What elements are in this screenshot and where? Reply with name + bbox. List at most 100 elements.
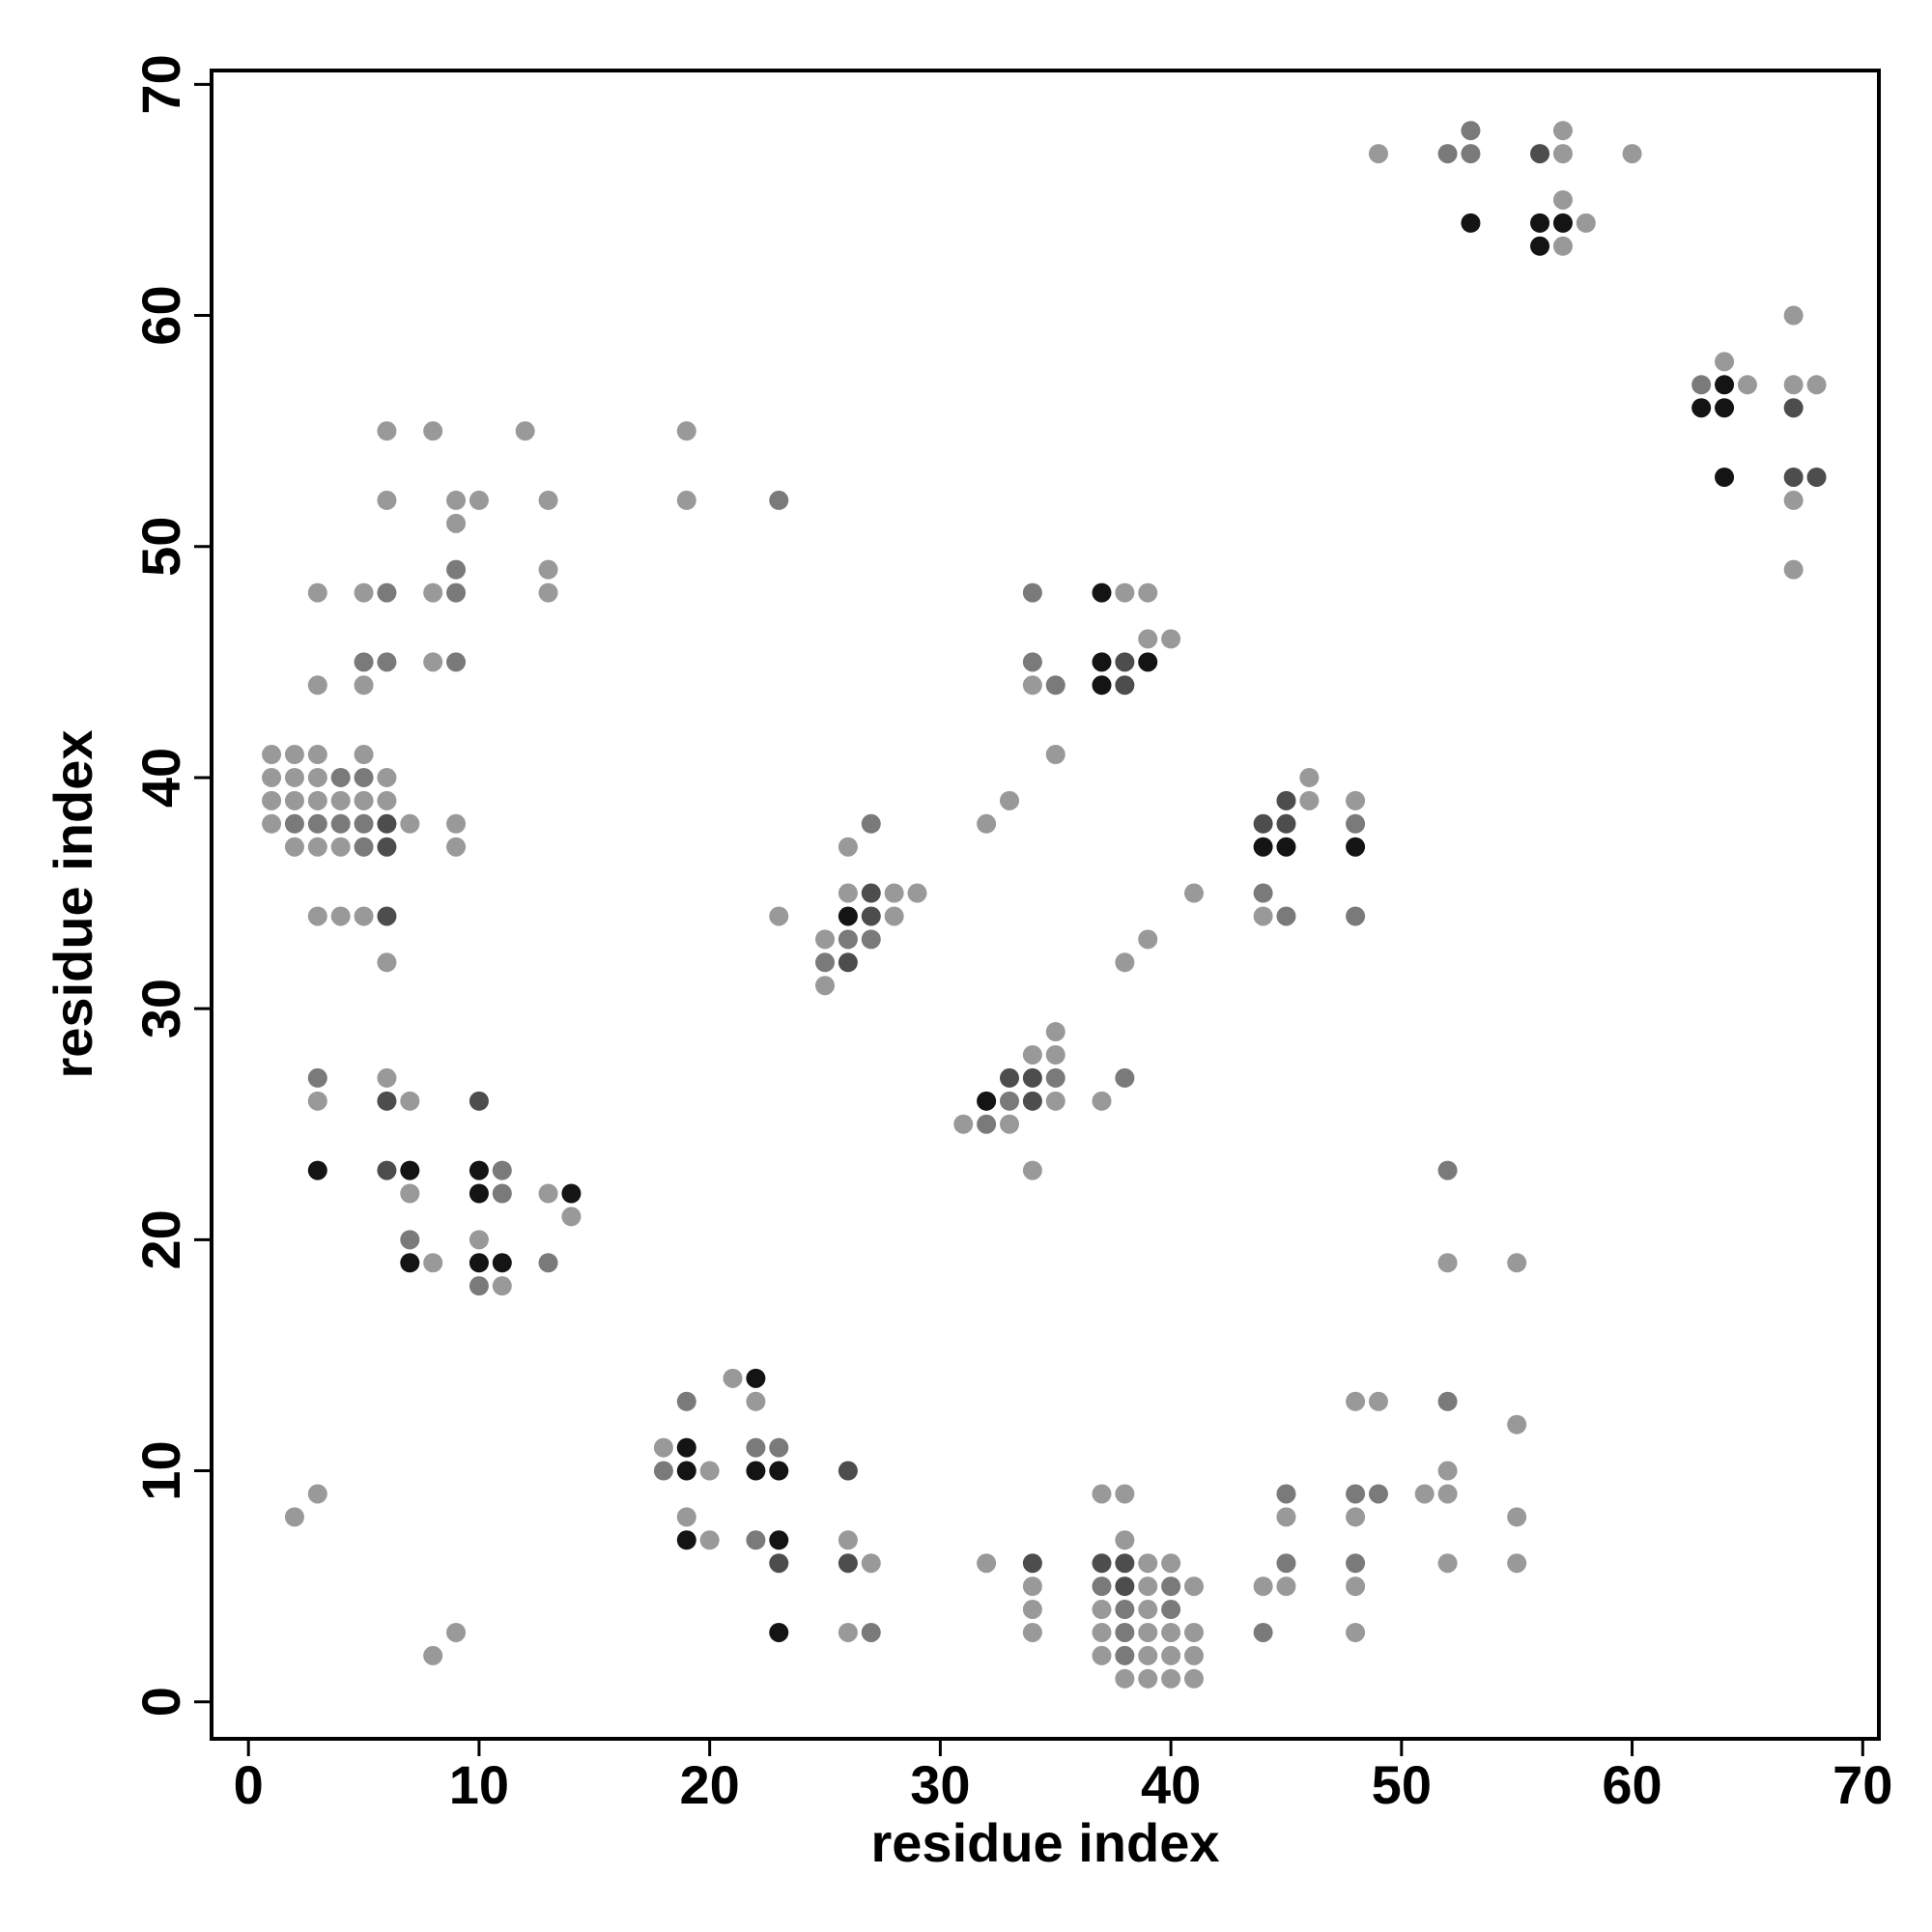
point bbox=[1530, 144, 1550, 164]
x-tick-label: 50 bbox=[1372, 1754, 1432, 1815]
point bbox=[446, 652, 467, 672]
point bbox=[423, 582, 443, 603]
point bbox=[446, 513, 467, 533]
point bbox=[953, 1114, 974, 1134]
point bbox=[1806, 375, 1827, 395]
point bbox=[354, 790, 374, 810]
point bbox=[1715, 398, 1735, 418]
point bbox=[1161, 1600, 1181, 1620]
x-tick-label: 70 bbox=[1833, 1754, 1892, 1815]
point bbox=[1783, 559, 1804, 580]
point bbox=[1507, 1553, 1527, 1574]
point bbox=[284, 837, 304, 857]
point bbox=[1346, 813, 1366, 834]
point bbox=[1183, 883, 1204, 903]
point bbox=[838, 883, 858, 903]
point bbox=[1576, 213, 1596, 233]
point bbox=[1715, 375, 1735, 395]
point bbox=[1022, 652, 1042, 672]
y-tick-label: 50 bbox=[130, 517, 191, 577]
point bbox=[977, 1553, 997, 1574]
point bbox=[1253, 883, 1273, 903]
point bbox=[676, 490, 696, 510]
point bbox=[1368, 1391, 1388, 1411]
point bbox=[1622, 144, 1642, 164]
point bbox=[1115, 1577, 1135, 1597]
point bbox=[307, 745, 327, 765]
point bbox=[377, 906, 397, 926]
point bbox=[769, 906, 789, 926]
point bbox=[1092, 1553, 1112, 1574]
y-tick-label: 40 bbox=[130, 748, 191, 808]
point bbox=[1183, 1622, 1204, 1642]
point bbox=[1737, 375, 1757, 395]
point bbox=[1138, 1600, 1158, 1620]
point bbox=[307, 906, 327, 926]
point bbox=[1138, 1622, 1158, 1642]
point bbox=[1092, 1622, 1112, 1642]
point bbox=[838, 1530, 858, 1550]
point bbox=[838, 952, 858, 973]
point bbox=[1346, 1391, 1366, 1411]
point bbox=[746, 1368, 766, 1388]
point bbox=[262, 745, 282, 765]
point bbox=[330, 790, 351, 810]
point bbox=[1092, 652, 1112, 672]
point bbox=[815, 976, 836, 996]
point bbox=[354, 813, 374, 834]
point bbox=[1552, 189, 1573, 210]
point bbox=[999, 790, 1019, 810]
point bbox=[446, 582, 467, 603]
point bbox=[815, 929, 836, 950]
point bbox=[1183, 1645, 1204, 1665]
y-tick-label: 30 bbox=[130, 979, 191, 1038]
point bbox=[284, 813, 304, 834]
point bbox=[354, 582, 374, 603]
point bbox=[561, 1183, 582, 1204]
point bbox=[446, 1622, 467, 1642]
point bbox=[446, 813, 467, 834]
point bbox=[400, 1253, 420, 1273]
point bbox=[423, 1253, 443, 1273]
point bbox=[1461, 144, 1481, 164]
point bbox=[1022, 1553, 1042, 1574]
point bbox=[1092, 1577, 1112, 1597]
point bbox=[538, 582, 558, 603]
point bbox=[1276, 790, 1296, 810]
point bbox=[1783, 398, 1804, 418]
point bbox=[1045, 1067, 1065, 1088]
point bbox=[1161, 1553, 1181, 1574]
point bbox=[307, 1091, 327, 1111]
point bbox=[884, 883, 904, 903]
point bbox=[377, 790, 397, 810]
point bbox=[861, 813, 881, 834]
point bbox=[769, 1530, 789, 1550]
point bbox=[1253, 906, 1273, 926]
point bbox=[400, 1183, 420, 1204]
point bbox=[769, 1553, 789, 1574]
y-tick-label: 70 bbox=[130, 54, 191, 114]
point bbox=[400, 1091, 420, 1111]
point bbox=[1138, 929, 1158, 950]
point bbox=[1115, 582, 1135, 603]
point bbox=[1115, 675, 1135, 696]
point bbox=[1045, 1091, 1065, 1111]
point bbox=[676, 1391, 696, 1411]
point bbox=[284, 790, 304, 810]
point bbox=[307, 582, 327, 603]
point bbox=[977, 1091, 997, 1111]
point bbox=[1045, 1022, 1065, 1042]
point bbox=[1299, 767, 1320, 787]
point bbox=[377, 767, 397, 787]
point bbox=[769, 490, 789, 510]
point bbox=[1161, 1622, 1181, 1642]
point bbox=[469, 1253, 489, 1273]
point bbox=[1138, 652, 1158, 672]
point bbox=[284, 767, 304, 787]
point bbox=[377, 1091, 397, 1111]
point bbox=[377, 490, 397, 510]
y-tick-label: 60 bbox=[130, 285, 191, 345]
point bbox=[977, 813, 997, 834]
point bbox=[1437, 1484, 1458, 1504]
